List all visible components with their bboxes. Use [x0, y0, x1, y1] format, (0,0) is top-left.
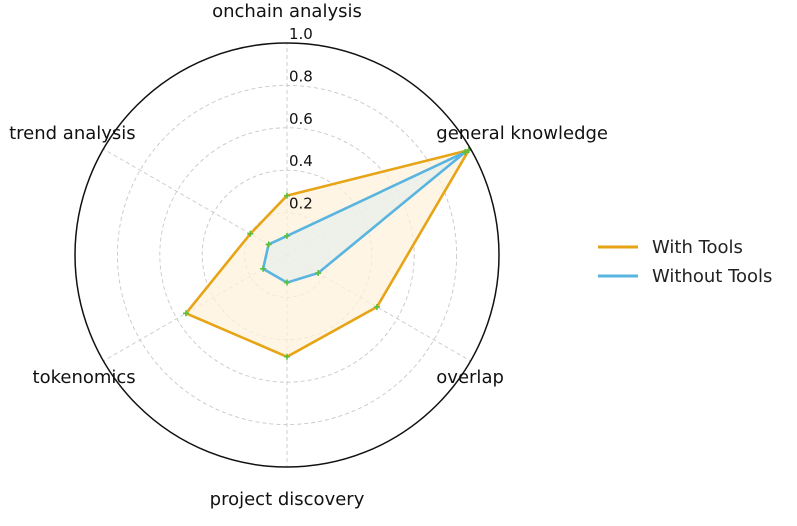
axis-label: tokenomics: [33, 367, 136, 388]
data-point-marker: [183, 310, 190, 317]
axis-label: onchain analysis: [212, 1, 362, 22]
tick-layer: 0.2 0.4 0.6 0.8 1.0: [289, 25, 313, 213]
data-point-marker: [284, 279, 290, 286]
data-point-marker: [315, 270, 322, 277]
axis-label-layer: onchain analysis general knowledge overlap…: [9, 1, 608, 510]
radial-tick-label: 1.0: [289, 25, 313, 43]
series-layer: [183, 147, 472, 360]
axis-label: general knowledge: [436, 123, 608, 144]
data-point-marker: [284, 192, 290, 199]
radial-tick-label: 0.4: [289, 152, 313, 170]
axis-label: trend analysis: [9, 123, 136, 144]
axis-label: project discovery: [210, 489, 365, 510]
legend-label-with-tools: With Tools: [652, 237, 743, 258]
data-point-marker: [247, 230, 254, 237]
data-point-marker: [265, 241, 272, 248]
data-point-marker: [284, 232, 290, 239]
data-point-marker: [260, 265, 267, 272]
data-point-marker: [373, 303, 380, 310]
legend-label-without-tools: Without Tools: [652, 266, 772, 287]
radial-tick-label: 0.8: [289, 67, 313, 85]
data-point-marker: [284, 353, 290, 360]
axis-label: overlap: [436, 367, 504, 388]
series-area: [263, 152, 466, 283]
radial-tick-label: 0.2: [289, 195, 313, 213]
radial-tick-label: 0.6: [289, 110, 313, 128]
legend: With Tools Without Tools: [598, 237, 772, 287]
outer-ring: [74, 42, 500, 468]
data-point-marker: [462, 149, 469, 156]
